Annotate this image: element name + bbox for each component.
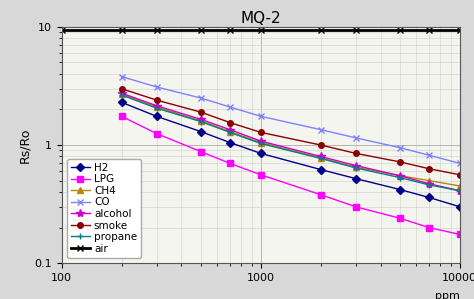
Title: MQ-2: MQ-2 [240,11,281,26]
H2 [154,115,159,118]
CO [258,115,264,118]
CH4 [227,130,233,133]
CO [227,105,233,109]
alcohol [198,118,204,121]
alcohol [154,104,159,108]
smoke [457,173,463,176]
Line: air: air [58,26,463,33]
CH4 [198,119,204,123]
smoke [227,121,233,124]
Line: CH4: CH4 [119,91,463,189]
Line: smoke: smoke [119,86,463,178]
alcohol [227,128,233,132]
smoke [154,98,159,102]
alcohol [353,164,358,167]
CH4 [353,165,358,169]
propane [457,189,463,193]
CH4 [318,156,323,160]
propane [198,120,204,123]
air [154,28,159,31]
propane [258,142,264,145]
smoke [118,87,124,91]
H2 [258,152,264,155]
air [258,28,264,31]
air [457,28,463,31]
H2 [198,130,204,133]
propane [318,157,323,160]
smoke [318,143,323,147]
CO [426,153,432,157]
CO [154,85,159,89]
CO [118,75,124,78]
CH4 [457,184,463,188]
Line: alcohol: alcohol [118,89,464,195]
Line: LPG: LPG [119,114,463,237]
H2 [426,196,432,199]
alcohol [258,139,264,143]
propane [154,106,159,110]
propane [227,131,233,134]
smoke [258,131,264,134]
Line: propane: propane [118,91,463,194]
air [118,28,124,31]
air [59,28,64,31]
CO [318,128,323,132]
CH4 [397,174,403,178]
smoke [198,110,204,114]
air [353,28,358,31]
H2 [227,141,233,144]
H2 [397,188,403,191]
LPG [258,173,264,176]
H2 [353,177,358,180]
Y-axis label: Rs/Ro: Rs/Ro [18,127,31,163]
LPG [118,115,124,118]
Line: CO: CO [118,73,463,167]
CO [397,146,403,150]
LPG [353,205,358,209]
LPG [227,161,233,165]
air [426,28,432,31]
Legend: H2, LPG, CH4, CO, alcohol, smoke, propane, air: H2, LPG, CH4, CO, alcohol, smoke, propan… [67,159,141,258]
LPG [397,216,403,220]
alcohol [397,174,403,178]
CH4 [154,105,159,109]
Line: H2: H2 [119,100,463,210]
LPG [457,233,463,236]
propane [353,166,358,170]
H2 [118,100,124,104]
LPG [318,193,323,196]
propane [118,93,124,97]
LPG [198,150,204,153]
CO [198,96,204,100]
alcohol [318,155,323,158]
propane [426,183,432,187]
CH4 [426,179,432,182]
smoke [426,167,432,170]
CH4 [118,92,124,96]
H2 [457,205,463,209]
alcohol [426,182,432,186]
air [198,28,204,31]
air [397,28,403,31]
H2 [318,168,323,171]
smoke [397,160,403,164]
CO [457,161,463,165]
CH4 [258,141,264,144]
LPG [426,226,432,229]
Text: ppm: ppm [435,292,460,299]
smoke [353,152,358,155]
CO [353,136,358,140]
alcohol [118,91,124,95]
air [227,28,233,31]
alcohol [457,189,463,193]
air [318,28,323,31]
propane [397,176,403,179]
LPG [154,132,159,135]
